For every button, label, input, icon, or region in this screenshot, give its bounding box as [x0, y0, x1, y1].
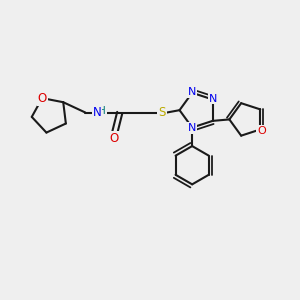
- Text: O: O: [38, 92, 47, 105]
- Text: N: N: [188, 87, 196, 97]
- Text: O: O: [257, 126, 266, 136]
- Text: N: N: [93, 106, 101, 119]
- Text: N: N: [188, 123, 196, 133]
- Text: H: H: [98, 106, 106, 116]
- Text: N: N: [209, 94, 217, 103]
- Text: S: S: [158, 106, 166, 119]
- Text: O: O: [110, 132, 119, 145]
